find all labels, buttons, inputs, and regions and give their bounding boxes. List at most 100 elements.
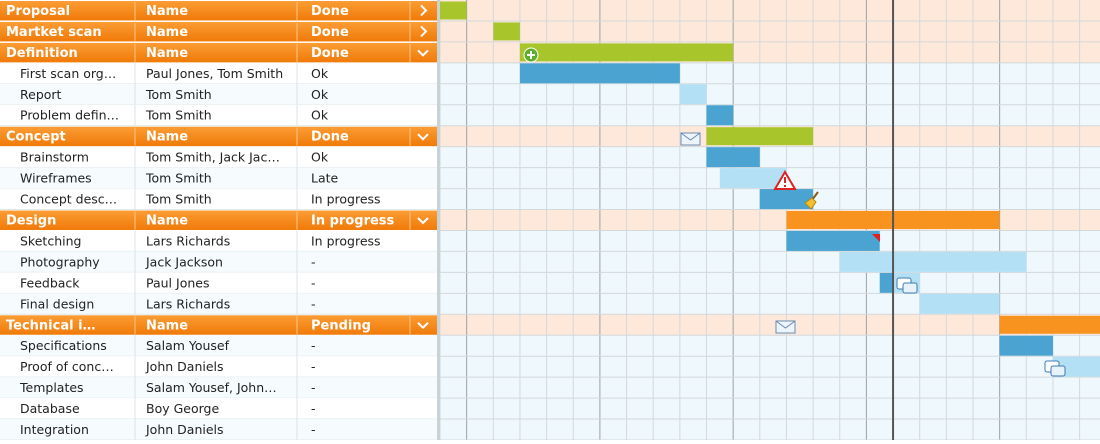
task-bar[interactable] bbox=[879, 272, 894, 293]
task-bar[interactable] bbox=[786, 230, 880, 251]
expand-toggle[interactable] bbox=[417, 49, 429, 57]
group-name: Martket scan bbox=[6, 25, 102, 40]
expand-toggle[interactable] bbox=[417, 217, 429, 225]
gantt-row bbox=[440, 293, 1100, 315]
task-status: - bbox=[311, 401, 316, 416]
task-name: Proof of conc… bbox=[20, 359, 114, 374]
task-bar[interactable] bbox=[919, 293, 1000, 314]
task-row bbox=[0, 83, 437, 105]
task-row bbox=[0, 419, 437, 440]
gantt-row bbox=[440, 356, 1100, 378]
group-name-header: Name bbox=[146, 46, 188, 61]
task-name: Sketching bbox=[20, 233, 81, 248]
group-header bbox=[0, 210, 437, 230]
task-name: Concept desc… bbox=[20, 192, 117, 207]
group-name: Technical i… bbox=[6, 318, 96, 333]
task-status: In progress bbox=[311, 233, 381, 248]
task-person: Paul Jones bbox=[146, 275, 209, 290]
splitter bbox=[437, 0, 440, 440]
expand-toggle[interactable] bbox=[417, 322, 429, 330]
task-name: Final design bbox=[20, 296, 94, 311]
task-bar[interactable] bbox=[719, 168, 787, 189]
comment-icon[interactable] bbox=[896, 277, 918, 294]
gantt-row bbox=[440, 419, 1100, 440]
task-row bbox=[0, 377, 437, 399]
group-bar[interactable] bbox=[519, 43, 734, 62]
task-person: Lars Richards bbox=[146, 296, 230, 311]
task-person: Tom Smith bbox=[145, 87, 212, 102]
expand-toggle[interactable] bbox=[420, 25, 428, 38]
task-person: Jack Jackson bbox=[145, 254, 223, 269]
group-name-header: Name bbox=[146, 4, 188, 19]
group-name: Design bbox=[6, 214, 56, 229]
mail-icon[interactable] bbox=[775, 320, 796, 334]
gantt-row bbox=[440, 398, 1100, 420]
task-person: Salam Yousef bbox=[146, 338, 230, 353]
group-header bbox=[0, 42, 437, 63]
group-bar[interactable] bbox=[440, 1, 467, 20]
task-bar[interactable] bbox=[679, 84, 707, 105]
warning-icon[interactable] bbox=[773, 170, 797, 190]
group-header bbox=[0, 1, 437, 21]
task-row bbox=[0, 398, 437, 420]
group-bar[interactable] bbox=[999, 315, 1100, 334]
task-name: Problem defin… bbox=[20, 108, 119, 123]
group-name: Definition bbox=[6, 46, 78, 61]
mail-icon[interactable] bbox=[680, 132, 701, 146]
task-name: Brainstorm bbox=[20, 150, 89, 165]
expand-toggle[interactable] bbox=[420, 4, 428, 17]
task-row bbox=[0, 335, 437, 357]
task-name: Specifications bbox=[20, 338, 107, 353]
task-person: Tom Smith bbox=[145, 171, 212, 186]
task-person: Paul Jones, Tom Smith bbox=[146, 66, 283, 81]
task-status: - bbox=[311, 254, 316, 269]
gantt-row bbox=[440, 0, 1100, 21]
group-bar[interactable] bbox=[493, 22, 520, 41]
group-status-header: Pending bbox=[311, 318, 371, 333]
broom-icon[interactable] bbox=[804, 191, 819, 210]
task-name: Wireframes bbox=[20, 171, 92, 186]
task-row bbox=[0, 104, 437, 126]
task-bar[interactable] bbox=[706, 147, 760, 168]
task-bar[interactable] bbox=[519, 63, 680, 84]
group-status-header: Done bbox=[311, 25, 349, 40]
group-status-header: Done bbox=[311, 46, 349, 61]
group-name-header: Name bbox=[146, 214, 188, 229]
task-bar[interactable] bbox=[999, 335, 1053, 356]
gantt-row bbox=[440, 20, 1100, 42]
task-status: Ok bbox=[311, 87, 329, 102]
gantt-row bbox=[440, 83, 1100, 105]
gantt-row bbox=[440, 272, 1100, 294]
group-header bbox=[0, 126, 437, 147]
gantt-row bbox=[440, 314, 1100, 336]
group-name: Concept bbox=[6, 130, 66, 145]
task-status: Ok bbox=[311, 150, 329, 165]
add-icon[interactable] bbox=[523, 47, 539, 63]
group-name-header: Name bbox=[146, 25, 188, 40]
task-name: Report bbox=[20, 87, 62, 102]
task-bar[interactable] bbox=[759, 189, 814, 210]
task-row bbox=[0, 293, 437, 315]
gantt-row bbox=[440, 335, 1100, 357]
task-name: First scan org… bbox=[20, 66, 116, 81]
group-header bbox=[0, 315, 437, 335]
task-bar[interactable] bbox=[839, 251, 1027, 272]
gantt-row bbox=[440, 230, 1100, 252]
task-status: - bbox=[311, 338, 316, 353]
task-person: Tom Smith bbox=[145, 108, 212, 123]
task-status: - bbox=[311, 359, 316, 374]
task-status: - bbox=[311, 275, 316, 290]
task-person: John Daniels bbox=[145, 359, 224, 374]
task-row bbox=[0, 356, 437, 378]
task-bar[interactable] bbox=[706, 105, 734, 126]
task-row bbox=[0, 146, 437, 168]
group-status-header: In progress bbox=[311, 214, 395, 229]
task-row bbox=[0, 251, 437, 273]
task-status: Ok bbox=[311, 66, 329, 81]
task-person: Boy George bbox=[146, 401, 219, 416]
expand-toggle[interactable] bbox=[417, 133, 429, 141]
comment-icon[interactable] bbox=[1044, 360, 1066, 377]
group-bar[interactable] bbox=[706, 127, 814, 146]
